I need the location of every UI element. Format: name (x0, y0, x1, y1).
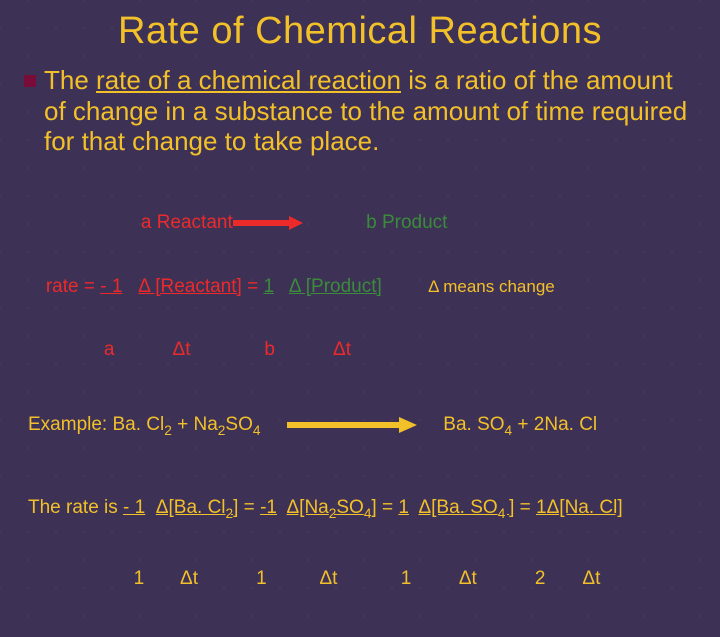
eq-gap2 (274, 276, 289, 297)
rate-pre: The rate is (28, 497, 123, 518)
rate-f3: -1 (260, 497, 277, 518)
body-underline: rate of a chemical reaction (96, 65, 401, 95)
rate-eq2: = (377, 497, 399, 518)
eq-top-left: a Reactant (30, 212, 233, 233)
rate-expansion: The rate is - 1 Δ[Ba. Cl2] = -1 Δ[Na2SO4… (28, 452, 696, 637)
bullet-icon (24, 75, 36, 87)
rate-f2: Δ[Ba. Cl2] (156, 497, 239, 518)
bullet-row: The rate of a chemical reaction is a rat… (24, 65, 696, 157)
rate-f6: Δ[Ba. SO4 ] (418, 497, 514, 518)
body-pre: The (44, 65, 96, 95)
page-title: Rate of Chemical Reactions (24, 10, 696, 53)
rate-f8: Δ[Na. Cl] (547, 497, 623, 518)
body-paragraph: The rate of a chemical reaction is a rat… (44, 65, 696, 157)
rate-g1 (145, 497, 156, 518)
rate-f2-pre: Δ[Ba. Cl (156, 497, 226, 518)
rate-f4: Δ[Na2SO4] (286, 497, 376, 518)
rate-line2: 1 Δt 1 Δt 1 Δt 2 Δt (28, 568, 696, 591)
eq-mid-left: rate = (30, 276, 100, 297)
example-right-mid: + 2Na. Cl (512, 414, 597, 435)
rate-line1: The rate is - 1 Δ[Ba. Cl2] = -1 Δ[Na2SO4… (28, 497, 696, 522)
arrow-icon (287, 417, 417, 433)
eq-bot-row: a Δt b Δt (30, 339, 696, 361)
eq-frac1: - 1 (100, 276, 122, 297)
rate-f7: 1 (536, 497, 547, 518)
example-label: Example: Ba. Cl (28, 414, 164, 435)
eq-top-row: a Reactant b Product (30, 212, 696, 234)
delta-note: Δ means change (382, 277, 555, 297)
example-mid2: SO (225, 414, 252, 435)
rate-f1: - 1 (123, 497, 145, 518)
example-right-pre: Ba. SO (443, 414, 504, 435)
eq-gap1 (122, 276, 138, 297)
eq-top-right: b Product (303, 212, 448, 233)
example-mid1: + Na (172, 414, 218, 435)
slide: Rate of Chemical Reactions The rate of a… (0, 0, 720, 540)
rate-f4-pre: Δ[Na (286, 497, 328, 518)
rate-f4-mid: SO (336, 497, 363, 518)
eq-frac2: Δ [Reactant] (138, 276, 242, 297)
rate-f2-sub: 2 (226, 506, 234, 521)
rate-f5: 1 (398, 497, 409, 518)
example-sub1: 2 (164, 423, 172, 438)
eq-frac3: 1 (263, 276, 274, 297)
eq-mid-row: rate = - 1 Δ [Reactant] = 1 Δ [Product] … (30, 276, 696, 298)
example-sub4: 4 (505, 423, 513, 438)
rate-eq1: = (238, 497, 260, 518)
rate-f8-pre: Δ[Na. Cl] (547, 497, 623, 518)
rate-f6-pre: Δ[Ba. SO (418, 497, 497, 518)
rate-f6-sub: 4 (498, 506, 509, 521)
eq-eq: = (242, 276, 264, 297)
eq-frac4: Δ [Product] (289, 276, 382, 297)
example-sub3: 4 (253, 423, 261, 438)
rate-equation: a Reactant b Product rate = - 1 Δ [React… (30, 171, 696, 402)
arrow-icon (233, 216, 303, 230)
example-equation: Example: Ba. Cl2 + Na2SO4 Ba. SO4 + 2Na.… (28, 414, 696, 438)
rate-eq3: = (514, 497, 536, 518)
